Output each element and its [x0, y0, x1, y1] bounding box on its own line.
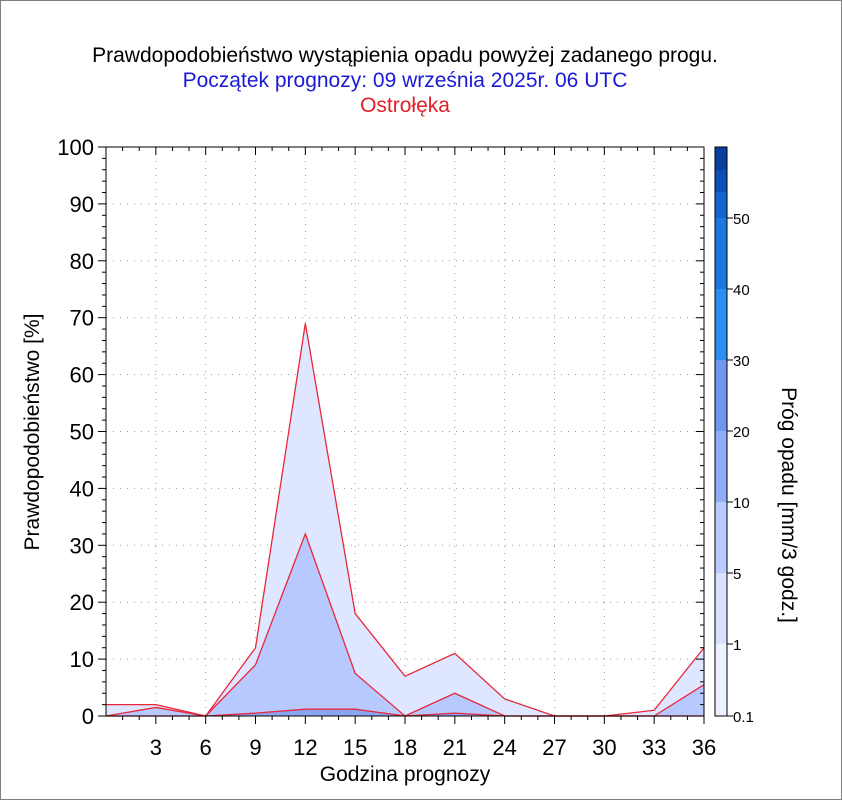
colorbar: 0.1 1 5 10 20 30 40 50: [714, 146, 754, 726]
chart-subtitle: Początek prognozy: 09 września 2025r. 06…: [183, 69, 628, 92]
area-threshold-1: [106, 533, 704, 716]
colorbar-band: [715, 192, 727, 218]
x-axis-label: Godzina prognozy: [320, 763, 491, 786]
plot-area: [105, 146, 705, 717]
y-tick-label: 80: [70, 249, 94, 274]
colorbar-tick-label: 40: [733, 282, 750, 299]
x-tick-label: 21: [443, 735, 467, 760]
colorbar-tick-label: 10: [733, 495, 750, 512]
colorbar-tick-label: 5: [733, 566, 741, 583]
plot-background: [106, 147, 704, 716]
colorbar-tick-label: 0.1: [733, 709, 754, 726]
colorbar-label: Próg opadu [mm/3 godz.]: [777, 387, 800, 623]
y-tick-label: 30: [70, 533, 94, 558]
x-tick-label: 6: [200, 735, 212, 760]
y-tick-label: 20: [70, 590, 94, 615]
colorbar-tick-label: 1: [733, 637, 741, 654]
x-tick-label: 24: [492, 735, 516, 760]
y-tick-label: 70: [70, 306, 94, 331]
y-tick-label: 50: [70, 420, 94, 445]
colorbar-band: [715, 573, 727, 644]
y-axis-label: Prawdopodobieństwo [%]: [21, 314, 44, 551]
x-tick-label: 9: [249, 735, 261, 760]
area-threshold-5: [106, 709, 704, 716]
colorbar-band: [715, 431, 727, 502]
x-tick-label: 33: [642, 735, 666, 760]
colorbar-band: [715, 147, 727, 170]
y-tick-label: 90: [70, 192, 94, 217]
y-tick-label: 40: [70, 476, 94, 501]
x-tick-label: 27: [542, 735, 566, 760]
x-tick-label: 3: [150, 735, 162, 760]
colorbar-tick-label: 50: [733, 211, 750, 228]
colorbar-band: [715, 289, 727, 360]
x-tick-label: 15: [343, 735, 367, 760]
colorbar-tick-label: 20: [733, 424, 750, 441]
y-tick-label: 60: [70, 363, 94, 388]
y-tick-label: 100: [57, 135, 94, 160]
x-tick-label: 36: [692, 735, 716, 760]
x-tick-label: 12: [293, 735, 317, 760]
colorbar-band: [715, 502, 727, 573]
chart-title: Prawdopodobieństwo wystąpienia opadu pow…: [92, 44, 718, 67]
y-tick-label: 10: [70, 647, 94, 672]
colorbar-tick-label: 30: [733, 353, 750, 370]
colorbar-band: [715, 644, 727, 716]
x-tick-label: 30: [592, 735, 616, 760]
y-tick-label: 0: [82, 704, 94, 729]
colorbar-band: [715, 218, 727, 289]
x-tick-label: 18: [393, 735, 417, 760]
colorbar-band: [715, 360, 727, 431]
colorbar-band: [715, 170, 727, 192]
chart-location: Ostrołęka: [360, 94, 450, 117]
